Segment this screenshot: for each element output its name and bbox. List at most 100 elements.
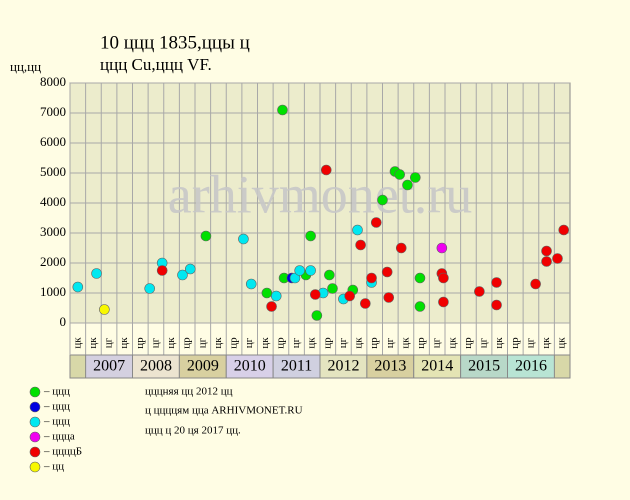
point bbox=[530, 278, 541, 290]
y-tick-label: 8000 bbox=[40, 74, 66, 89]
x-tick-label: цр bbox=[368, 337, 380, 349]
x-tick-label: цк bbox=[399, 337, 411, 349]
legend-label: – ццц bbox=[43, 386, 70, 398]
x-tick-label: цк bbox=[87, 337, 99, 349]
point bbox=[289, 272, 301, 284]
point bbox=[438, 272, 449, 284]
x-tick-label: цг bbox=[524, 337, 536, 348]
point bbox=[491, 299, 502, 311]
x-tick-label: цр bbox=[274, 337, 286, 349]
point bbox=[185, 263, 196, 275]
y-tick-label: 2000 bbox=[40, 254, 66, 269]
point bbox=[402, 179, 413, 191]
point bbox=[305, 265, 316, 276]
legend-label: – ццццБ bbox=[43, 446, 82, 458]
point bbox=[277, 104, 288, 116]
year-label: 2008 bbox=[140, 358, 172, 375]
year-label: 2013 bbox=[374, 358, 406, 375]
point bbox=[552, 253, 563, 264]
x-tick-label: цк bbox=[540, 337, 552, 349]
x-tick-label: цр bbox=[134, 337, 146, 349]
point bbox=[383, 292, 395, 303]
y-tick-label: 6000 bbox=[40, 134, 66, 149]
point bbox=[324, 269, 335, 281]
y-axis-label: цц,цц bbox=[10, 59, 41, 74]
year-cell bbox=[507, 354, 555, 379]
point bbox=[395, 242, 407, 254]
x-tick-label: цг bbox=[478, 337, 490, 348]
point bbox=[245, 278, 257, 290]
x-tick-label: цк bbox=[353, 337, 365, 349]
y-tick-label: 0 bbox=[60, 314, 67, 329]
point bbox=[320, 164, 332, 176]
point bbox=[238, 233, 249, 245]
x-tick-label: цк bbox=[556, 337, 568, 349]
note: ццц ц 20 ця 2017 цц. bbox=[145, 425, 241, 437]
y-tick-label: 5000 bbox=[40, 164, 66, 179]
point bbox=[144, 283, 155, 294]
point bbox=[261, 287, 273, 299]
x-tick-label: цг bbox=[384, 337, 396, 348]
point bbox=[91, 268, 102, 279]
y-tick-label: 4000 bbox=[40, 194, 66, 209]
x-tick-label: цк bbox=[306, 337, 318, 349]
point bbox=[377, 194, 388, 206]
legend-marker bbox=[29, 416, 41, 428]
point bbox=[410, 172, 421, 183]
x-tick-label: цр bbox=[321, 337, 333, 349]
point bbox=[305, 230, 316, 242]
year-label: 2009 bbox=[187, 358, 219, 375]
x-tick-label: цг bbox=[290, 337, 302, 348]
year-label: 2011 bbox=[281, 358, 312, 375]
year-label: 2015 bbox=[468, 358, 500, 375]
point bbox=[294, 265, 305, 276]
point bbox=[414, 272, 426, 284]
year-label: 2016 bbox=[515, 358, 547, 375]
x-tick-label: цг bbox=[196, 337, 208, 348]
point bbox=[177, 269, 188, 281]
point bbox=[99, 304, 110, 315]
point bbox=[310, 289, 321, 300]
x-tick-label: цг bbox=[243, 337, 255, 348]
y-tick-label: 7000 bbox=[40, 104, 66, 119]
legend-label: – ццц bbox=[43, 416, 70, 428]
x-tick-label: цр bbox=[415, 337, 427, 349]
x-tick-label: цк bbox=[493, 337, 505, 349]
chart-subtitle: ццц Cu,ццц VF. bbox=[100, 55, 212, 74]
x-tick-label: цг bbox=[103, 337, 115, 348]
x-tick-label: цг bbox=[337, 337, 349, 348]
point bbox=[541, 256, 552, 267]
year-label: 2007 bbox=[93, 358, 125, 375]
point bbox=[436, 242, 448, 254]
point bbox=[270, 290, 282, 302]
point bbox=[366, 272, 377, 284]
watermark: arhivmonet.ru bbox=[168, 164, 472, 224]
point bbox=[541, 245, 552, 257]
x-tick-label: цк bbox=[165, 337, 177, 349]
year-label: 2010 bbox=[234, 358, 266, 375]
x-tick-label: цр bbox=[181, 337, 193, 349]
x-tick-label: цк bbox=[446, 337, 458, 349]
point bbox=[266, 301, 277, 312]
point bbox=[491, 277, 502, 288]
chart-title: 10 ццц 1835,ццы ц bbox=[100, 32, 250, 53]
legend-marker bbox=[29, 461, 41, 473]
x-tick-label: цк bbox=[212, 337, 224, 349]
point bbox=[474, 286, 485, 297]
legend-label: – ццц bbox=[43, 401, 70, 413]
point bbox=[558, 224, 570, 236]
point bbox=[352, 224, 363, 236]
point bbox=[370, 217, 382, 228]
year-label: 2012 bbox=[327, 358, 359, 375]
point bbox=[156, 265, 168, 276]
point bbox=[311, 310, 323, 321]
point bbox=[72, 281, 84, 293]
point bbox=[355, 239, 366, 251]
point bbox=[327, 283, 338, 294]
point bbox=[360, 298, 371, 309]
legend-label: – ццца bbox=[43, 431, 75, 443]
point bbox=[344, 290, 355, 302]
x-tick-label: цр bbox=[228, 337, 240, 349]
year-label: 2014 bbox=[421, 358, 453, 375]
